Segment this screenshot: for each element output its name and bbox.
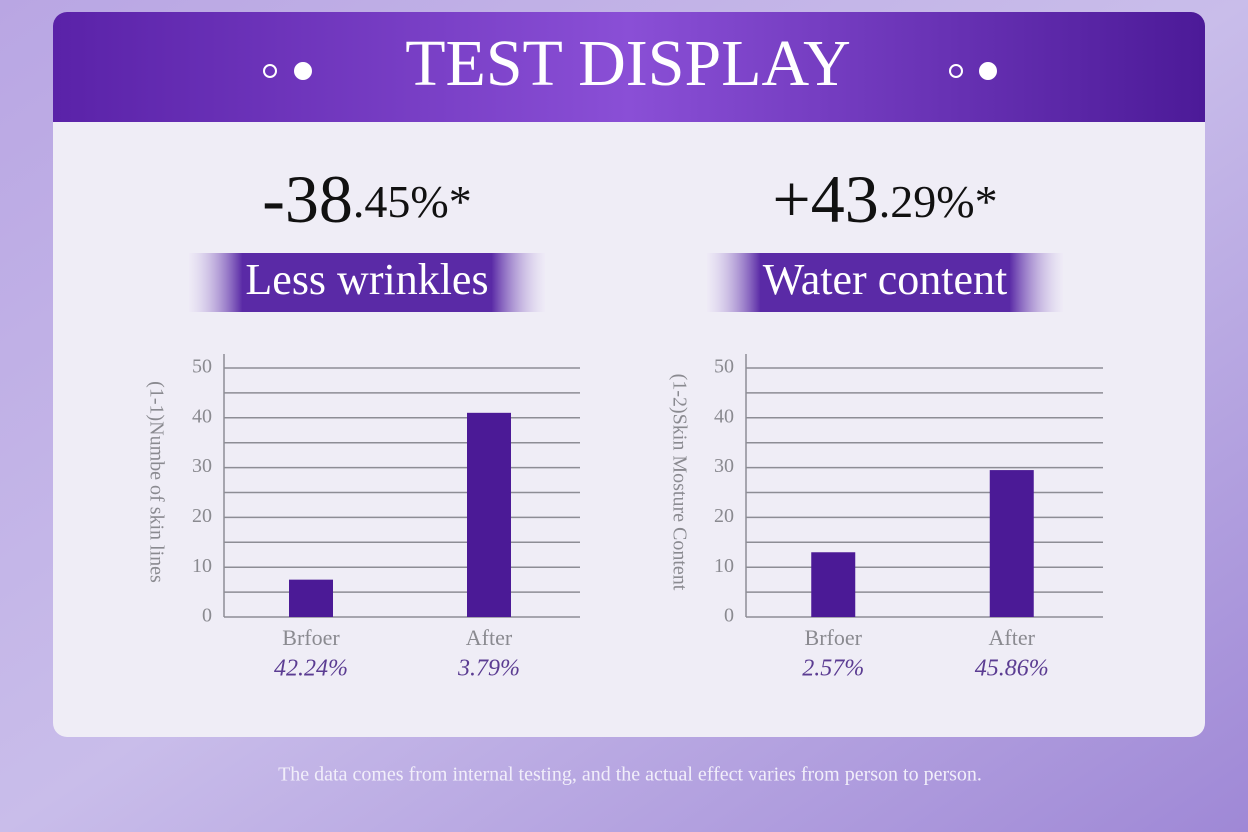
y-tick-label: 30 [192, 455, 212, 477]
headline: -38.45%* [262, 161, 471, 237]
headline-minor: .29%* [879, 176, 998, 227]
panel-title: Water content [763, 255, 1007, 304]
x-tick-label: Brfoer [805, 625, 863, 650]
y-tick-label: 0 [202, 605, 212, 627]
card [53, 12, 1205, 737]
y-tick-label: 40 [192, 405, 212, 427]
y-tick-label: 20 [192, 505, 212, 527]
headline-major: +43 [772, 161, 878, 237]
label-banner [189, 253, 545, 312]
panel-title: Less wrinkles [245, 255, 488, 304]
category-note: 42.24% [274, 656, 348, 682]
header-band [53, 12, 1205, 122]
headline: +43.29%* [772, 161, 997, 237]
x-tick-label: Brfoer [282, 625, 340, 650]
header-dots [263, 62, 997, 80]
y-tick-label: 20 [714, 505, 734, 527]
label-banner [707, 253, 1063, 312]
header-title: TEST DISPLAY [405, 27, 851, 100]
y-tick-label: 50 [192, 356, 212, 378]
category-note: 3.79% [457, 656, 520, 682]
y-tick-label: 0 [724, 605, 734, 627]
y-tick-label: 30 [714, 455, 734, 477]
category-note: 45.86% [975, 656, 1049, 682]
bar [467, 412, 511, 617]
bar [989, 470, 1034, 617]
y-axis-label: (1-1)Numbe of skin lines [145, 381, 167, 583]
headline-major: -38 [262, 161, 353, 237]
bar [811, 552, 856, 617]
x-tick-label: After [466, 625, 513, 650]
x-tick-label: After [989, 625, 1036, 650]
y-tick-label: 10 [714, 555, 734, 577]
y-tick-label: 40 [714, 405, 734, 427]
bar [289, 579, 333, 617]
headline-minor: .45%* [353, 176, 472, 227]
y-axis-label: (1-2)Skin Mosture Content [668, 374, 690, 591]
category-note: 2.57% [802, 656, 864, 682]
y-tick-label: 50 [714, 356, 734, 378]
footer-note: The data comes from internal testing, an… [278, 764, 982, 786]
y-tick-label: 10 [192, 555, 212, 577]
